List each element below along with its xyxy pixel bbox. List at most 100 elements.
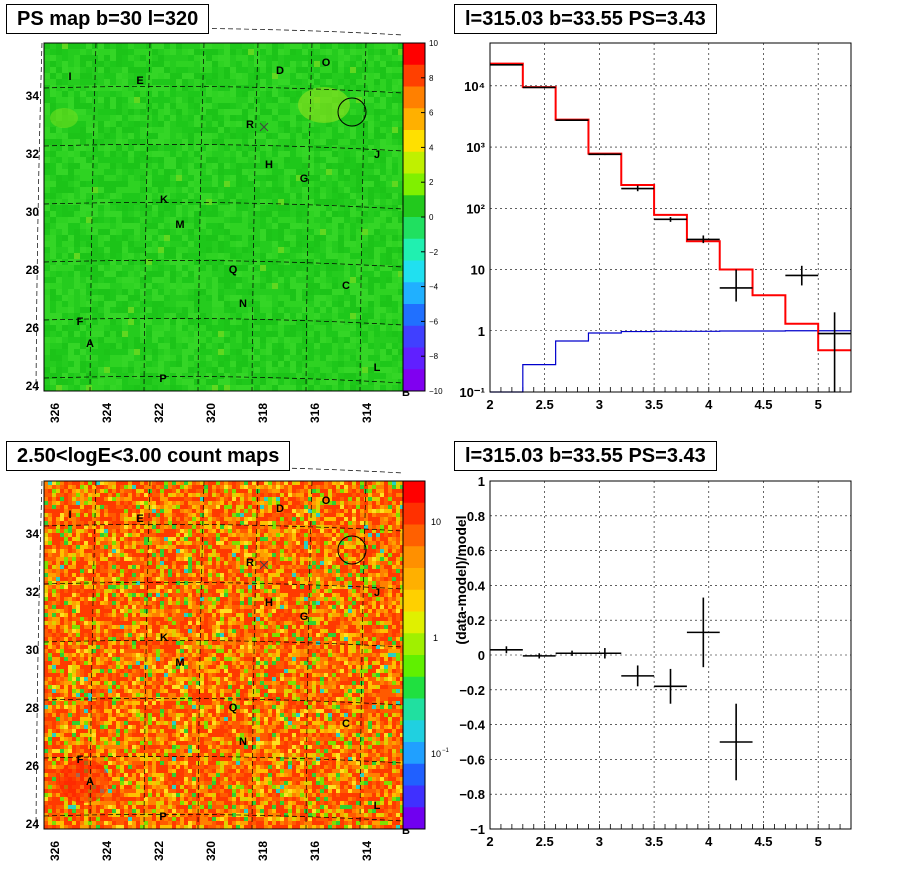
map-pixel (272, 199, 278, 205)
map-pixel (170, 157, 176, 163)
map-pixel (320, 295, 326, 301)
map-pixel (152, 157, 158, 163)
map-pixel (44, 361, 50, 367)
map-pixel (360, 493, 364, 497)
map-pixel (374, 295, 380, 301)
map-pixel (50, 55, 56, 61)
map-pixel (260, 175, 266, 181)
map-pixel (140, 175, 146, 181)
map-pixel (242, 283, 248, 289)
map-pixel (314, 205, 320, 211)
map-pixel (170, 277, 176, 283)
map-pixel (180, 517, 184, 521)
map-pixel (302, 223, 308, 229)
hotspot (50, 108, 78, 128)
map-pixel (350, 199, 356, 205)
map-pixel (194, 115, 200, 121)
map-pixel (272, 509, 276, 513)
map-pixel (88, 509, 92, 513)
map-pixel (248, 481, 252, 485)
map-pixel (380, 169, 386, 175)
map-pixel (50, 313, 56, 319)
map-pixel (200, 127, 206, 133)
map-pixel (266, 199, 272, 205)
map-pixel (392, 379, 398, 385)
map-pixel (292, 485, 296, 489)
map-pixel (248, 211, 254, 217)
map-pixel (170, 307, 176, 313)
map-pixel (74, 127, 80, 133)
map-pixel (368, 115, 374, 121)
map-pixel (100, 509, 104, 513)
map-pixel (398, 235, 403, 241)
map-pixel (380, 49, 386, 55)
map-pixel (76, 529, 80, 533)
map-pixel (104, 61, 110, 67)
map-pixel (146, 337, 152, 343)
map-pixel (338, 73, 344, 79)
map-pixel (284, 481, 288, 485)
map-pixel (232, 481, 236, 485)
map-pixel (400, 481, 403, 485)
map-pixel (332, 253, 338, 259)
map-pixel (50, 217, 56, 223)
map-pixel (116, 61, 122, 67)
map-pixel (188, 319, 194, 325)
map-pixel (392, 283, 398, 289)
map-pixel (140, 103, 146, 109)
map-pixel (240, 541, 244, 545)
map-pixel (266, 313, 272, 319)
map-pixel (314, 361, 320, 367)
map-pixel (396, 489, 400, 493)
map-pixel (300, 537, 304, 541)
map-pixel (292, 505, 296, 509)
colorbar-tick-label: 0 (429, 213, 434, 222)
map-pixel (308, 217, 314, 223)
map-pixel (132, 525, 136, 529)
map-pixel (192, 537, 196, 541)
map-pixel (188, 115, 194, 121)
map-pixel (248, 541, 252, 545)
map-pixel (332, 517, 336, 521)
map-pixel (188, 349, 194, 355)
map-pixel (392, 193, 398, 199)
map-pixel (242, 337, 248, 343)
map-pixel (242, 319, 248, 325)
map-pixel (122, 109, 128, 115)
map-pixel (312, 501, 316, 505)
map-pixel (134, 49, 140, 55)
map-pixel (164, 331, 170, 337)
map-pixel (104, 217, 110, 223)
map-pixel (62, 127, 68, 133)
map-pixel (254, 193, 260, 199)
map-pixel (72, 501, 76, 505)
map-pixel (156, 537, 160, 541)
map-pixel (80, 73, 86, 79)
map-pixel (122, 67, 128, 73)
map-pixel (376, 485, 380, 489)
map-pixel (100, 513, 104, 517)
map-pixel (52, 537, 56, 541)
map-pixel (230, 217, 236, 223)
map-pixel (140, 343, 146, 349)
map-pixel (56, 373, 62, 379)
map-pixel (326, 277, 332, 283)
map-pixel (352, 533, 356, 537)
map-pixel (98, 247, 104, 253)
map-pixel (392, 319, 398, 325)
map-pixel (356, 505, 360, 509)
map-pixel (340, 541, 344, 545)
map-pixel (356, 145, 362, 151)
map-pixel (362, 79, 368, 85)
map-pixel (96, 533, 100, 537)
map-pixel (64, 541, 68, 545)
map-pixel (372, 485, 376, 489)
map-pixel (104, 319, 110, 325)
map-pixel (146, 385, 152, 391)
map-pixel (200, 481, 204, 485)
map-pixel (104, 385, 110, 391)
map-pixel (98, 43, 104, 49)
map-pixel (244, 533, 248, 537)
map-pixel (368, 337, 374, 343)
map-pixel (244, 501, 248, 505)
